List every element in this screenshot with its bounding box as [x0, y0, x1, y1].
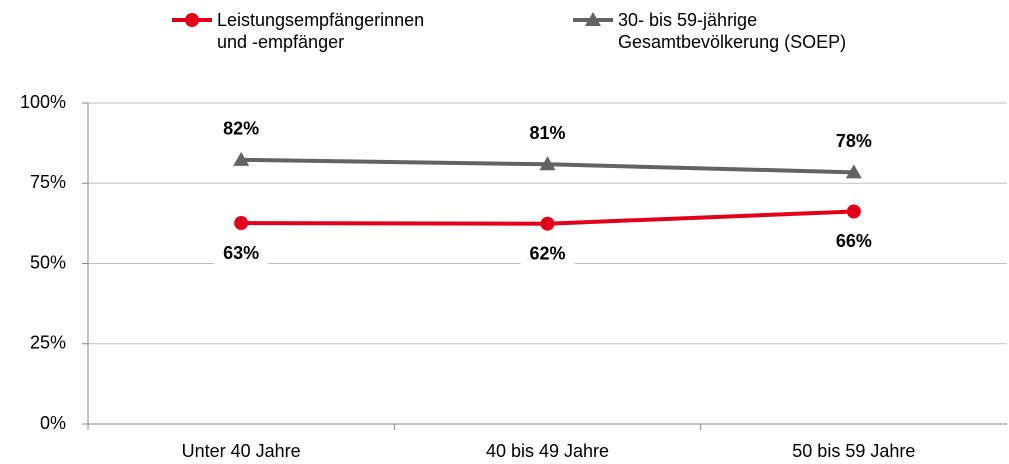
- label-bg: [214, 117, 269, 142]
- data-label: 63%: [223, 243, 259, 263]
- point: [234, 216, 249, 231]
- legend-marker: [585, 12, 601, 26]
- legend-marker: [185, 13, 199, 27]
- y-tick-label: 50%: [30, 252, 66, 272]
- data-label: 81%: [529, 123, 565, 143]
- y-tick-label: 25%: [30, 333, 66, 353]
- y-tick-label: 75%: [30, 172, 66, 192]
- y-tick-label: 0%: [40, 413, 66, 433]
- x-tick-label: 40 bis 49 Jahre: [486, 441, 609, 461]
- x-tick-label: 50 bis 59 Jahre: [792, 441, 915, 461]
- x-tick-label: Unter 40 Jahre: [182, 441, 301, 461]
- legend-label: 30- bis 59-jährige Gesamtbevölkerung (SO…: [618, 10, 847, 52]
- label-bg: [826, 230, 881, 255]
- point: [233, 151, 250, 166]
- y-tick-label: 100%: [20, 92, 66, 112]
- label-bg: [520, 122, 575, 147]
- point: [845, 164, 862, 179]
- point: [540, 216, 555, 231]
- label-bg: [826, 130, 881, 155]
- data-label: 62%: [529, 243, 565, 263]
- point: [846, 204, 861, 219]
- data-label: 82%: [223, 119, 259, 139]
- point: [539, 156, 556, 171]
- data-label: 66%: [836, 231, 872, 251]
- legend-label: Leistungsempfängerinnen und -empfänger: [217, 10, 425, 52]
- label-bg: [214, 242, 269, 267]
- data-label: 78%: [836, 131, 872, 151]
- label-bg: [520, 242, 575, 267]
